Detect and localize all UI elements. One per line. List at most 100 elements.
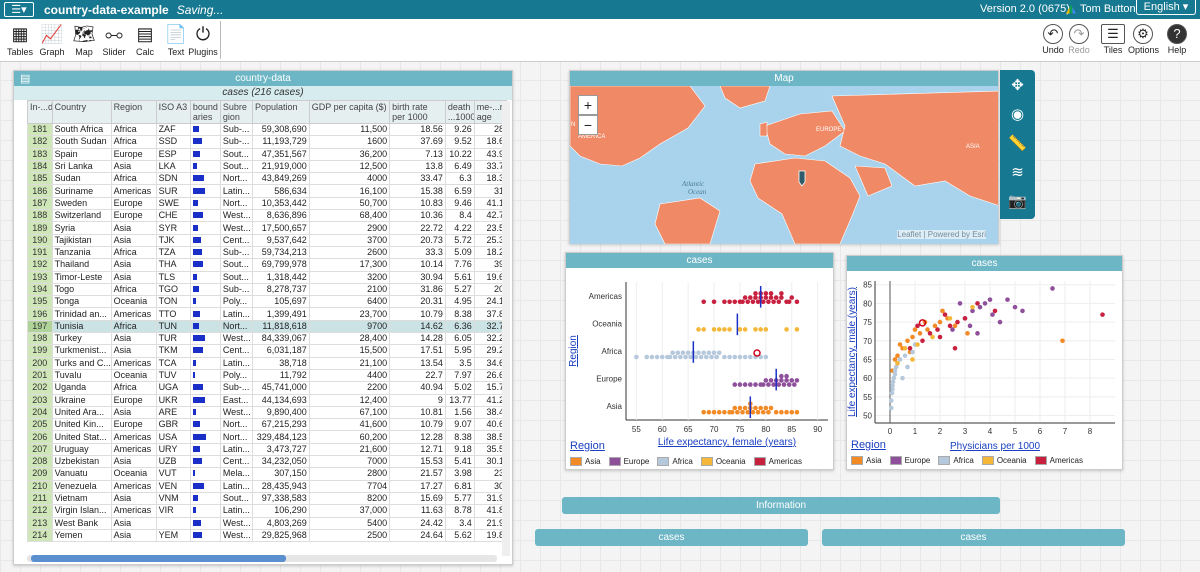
- table-cell[interactable]: 67,215,293: [251, 418, 310, 432]
- table-cell[interactable]: Asia: [110, 405, 157, 420]
- table-cell[interactable]: United Kin...: [51, 418, 112, 432]
- table-cell[interactable]: 10.14: [389, 258, 446, 272]
- table-row[interactable]: 209 Vanuatu Oceania VUT Mela... 307,150 2800 21…: [27, 467, 508, 481]
- table-cell[interactable]: Americas: [110, 184, 157, 198]
- table-cell[interactable]: 20.31: [389, 295, 446, 309]
- table-cell[interactable]: Uzbekistan: [51, 455, 112, 469]
- table-cell[interactable]: 15.53: [389, 455, 446, 469]
- row-index[interactable]: 206: [27, 430, 53, 444]
- map-attribution[interactable]: Leaflet | Powered by Esri: [897, 230, 986, 239]
- table-cell[interactable]: Europe: [110, 418, 157, 432]
- table-cell[interactable]: 13.77: [444, 393, 475, 407]
- table-cell[interactable]: [189, 221, 221, 235]
- table-cell[interactable]: 67,100: [308, 405, 391, 420]
- graph1-legend-title[interactable]: Region: [570, 440, 605, 452]
- table-cell[interactable]: Oceania: [110, 295, 157, 309]
- table-cell[interactable]: 12,500: [308, 159, 391, 174]
- table-cell[interactable]: SYR: [155, 221, 191, 235]
- table-cell[interactable]: 45,741,000: [251, 381, 310, 395]
- table-cell[interactable]: Sout...: [219, 147, 253, 161]
- row-index[interactable]: 194: [27, 282, 53, 297]
- table-cell[interactable]: Latin...: [219, 442, 253, 457]
- legend-item-americas[interactable]: Americas: [1034, 456, 1083, 465]
- table-cell[interactable]: 40.94: [389, 381, 446, 395]
- table-row[interactable]: 211 Vietnam Asia VNM Sout... 97,338,583 8200 15…: [27, 491, 508, 506]
- table-cell[interactable]: Africa: [110, 282, 157, 297]
- table-cell[interactable]: Nort...: [219, 319, 253, 334]
- table-cell[interactable]: 97,338,583: [251, 491, 310, 506]
- table-cell[interactable]: TLS: [155, 270, 191, 284]
- table-cell[interactable]: Thailand: [51, 258, 112, 272]
- table-cell[interactable]: United Ara...: [51, 405, 112, 420]
- table-cell[interactable]: [189, 184, 221, 198]
- table-cell[interactable]: 21,919,000: [251, 159, 310, 174]
- table-cell[interactable]: Asia: [110, 270, 157, 284]
- graph-tile-life-expectancy-region[interactable]: cases 55 60 65 70 75 80 85 90 Americas Oceania Afr…: [565, 252, 834, 470]
- table-cell[interactable]: Nort...: [219, 172, 253, 186]
- table-cell[interactable]: 2800: [308, 467, 391, 481]
- table-cell[interactable]: Sri Lanka: [51, 159, 112, 174]
- scatter-plot-physicians[interactable]: 0 1 2 3 4 5 6 7 8 50 55 60 65 70 75 80 85 Physicians per …: [847, 271, 1122, 453]
- column-header[interactable]: Population: [251, 100, 310, 124]
- table-cell[interactable]: South Sudan: [51, 135, 112, 149]
- legend-item-americas[interactable]: Americas: [753, 457, 802, 466]
- table-cell[interactable]: Americas: [110, 504, 157, 518]
- table-cell[interactable]: 38,718: [251, 356, 310, 370]
- vertical-scrollbar[interactable]: [502, 101, 510, 556]
- table-cell[interactable]: 37,000: [308, 504, 391, 518]
- table-cell[interactable]: TON: [155, 295, 191, 309]
- table-cell[interactable]: Asia: [110, 258, 157, 272]
- table-cell[interactable]: 2100: [308, 282, 391, 297]
- table-cell[interactable]: Trinidad an...: [51, 307, 112, 321]
- column-header[interactable]: In-...dex: [27, 100, 53, 124]
- table-cell[interactable]: 7.13: [389, 147, 446, 161]
- graph1-title-bar[interactable]: cases: [566, 253, 833, 268]
- help-button[interactable]: ? Help: [1162, 21, 1192, 55]
- table-cell[interactable]: 31.86: [389, 282, 446, 297]
- zoom-out-button[interactable]: −: [578, 115, 598, 135]
- table-cell[interactable]: Tunisia: [51, 319, 112, 334]
- table-cell[interactable]: 13.8: [389, 159, 446, 174]
- table-cell[interactable]: 106,290: [251, 504, 310, 518]
- row-index[interactable]: 197: [27, 319, 53, 334]
- horizontal-scrollbar[interactable]: [27, 555, 497, 562]
- table-cell[interactable]: 15.69: [389, 491, 446, 506]
- cases-tile-right-title[interactable]: cases: [822, 529, 1125, 546]
- table-cell[interactable]: West...: [219, 221, 253, 235]
- table-cell[interactable]: VEN: [155, 479, 191, 493]
- table-cell[interactable]: West...: [219, 209, 253, 223]
- row-index[interactable]: 202: [27, 381, 53, 395]
- table-cell[interactable]: SSD: [155, 135, 191, 149]
- table-row[interactable]: 203 Ukraine Europe UKR East... 44,134,693 12,4…: [27, 393, 508, 407]
- table-cell[interactable]: URY: [155, 442, 191, 457]
- row-index[interactable]: 212: [27, 504, 53, 518]
- table-cell[interactable]: [189, 319, 221, 334]
- table-cell[interactable]: 15.38: [389, 184, 446, 198]
- table-cell[interactable]: Vietnam: [51, 491, 112, 506]
- table-cell[interactable]: ZAF: [155, 122, 191, 137]
- row-index[interactable]: 204: [27, 405, 53, 420]
- table-cell[interactable]: Spain: [51, 147, 112, 161]
- table-cell[interactable]: 21,100: [308, 356, 391, 370]
- table-cell[interactable]: 4000: [308, 172, 391, 186]
- table-cell[interactable]: 1,318,442: [251, 270, 310, 284]
- table-row[interactable]: 190 Tajikistan Asia TJK Cent... 9,537,642 3700…: [27, 233, 508, 247]
- row-index[interactable]: 199: [27, 344, 53, 358]
- table-cell[interactable]: 12,400: [308, 393, 391, 407]
- table-cell[interactable]: 11,193,729: [251, 135, 310, 149]
- table-row[interactable]: 195 Tonga Oceania TON Poly... 105,697 6400 20.3…: [27, 295, 508, 309]
- table-cell[interactable]: Latin...: [219, 356, 253, 370]
- table-row[interactable]: 189 Syria Asia SYR West... 17,500,657 2900 22.7…: [27, 221, 508, 235]
- table-cell[interactable]: 21.57: [389, 467, 446, 481]
- table-cell[interactable]: [189, 135, 221, 149]
- table-cell[interactable]: YEM: [155, 528, 191, 543]
- table-cell[interactable]: 17,300: [308, 258, 391, 272]
- table-cell[interactable]: [189, 430, 221, 444]
- table-cell[interactable]: [189, 393, 221, 407]
- information-tile-title[interactable]: Information: [562, 497, 1000, 514]
- table-cell[interactable]: 8.4: [444, 209, 475, 223]
- table-cell[interactable]: 34,232,050: [251, 455, 310, 469]
- table-cell[interactable]: [189, 258, 221, 272]
- table-cell[interactable]: 9.18: [444, 442, 475, 457]
- table-cell[interactable]: Cent...: [219, 344, 253, 358]
